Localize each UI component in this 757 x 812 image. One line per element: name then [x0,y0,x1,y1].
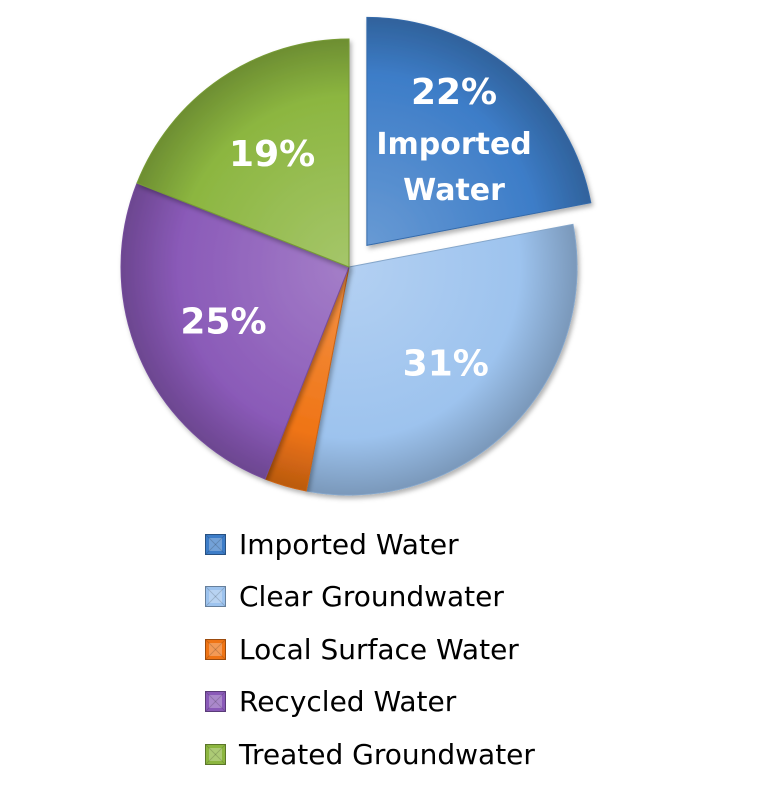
legend-swatch-recycled-water [205,691,226,713]
legend-label: Clear Groundwater [239,580,504,614]
pie-slice-imported-water [366,16,592,247]
legend-item-clear-groundwater: Clear Groundwater [205,571,535,624]
slice-name-label-imported-water: Imported [376,127,531,162]
legend-label: Recycled Water [239,685,457,719]
legend-item-recycled-water: Recycled Water [205,676,535,729]
pie-slice-treated-groundwater [136,38,350,268]
legend-label: Imported Water [239,527,459,561]
data-label-clear-groundwater: 31% [403,344,489,385]
pie-slice-recycled-water [120,182,350,480]
data-label-imported-water: 22% [411,72,497,113]
legend-item-treated-groundwater: Treated Groundwater [205,728,535,781]
pie-chart: 22% Imported Water 31% 25% 19% [120,16,592,496]
legend-swatch-local-surface-water [205,638,226,660]
pie-slice-clear-groundwater [305,223,578,496]
legend-swatch-treated-groundwater [205,743,226,765]
pie-slices [120,16,592,496]
pie-data-labels: 22% Imported Water 31% 25% 19% [180,72,531,385]
legend-swatch-imported-water [205,533,226,555]
legend-item-imported-water: Imported Water [205,518,535,571]
legend-label: Treated Groundwater [239,737,535,771]
slice-name-label-imported-water: Water [403,173,505,208]
legend: Imported Water Clear Groundwater Local S… [205,518,535,781]
legend-item-local-surface-water: Local Surface Water [205,623,535,676]
data-label-treated-groundwater: 19% [229,134,315,175]
legend-label: Local Surface Water [239,632,519,666]
legend-swatch-clear-groundwater [205,586,226,608]
data-label-recycled-water: 25% [180,301,266,342]
